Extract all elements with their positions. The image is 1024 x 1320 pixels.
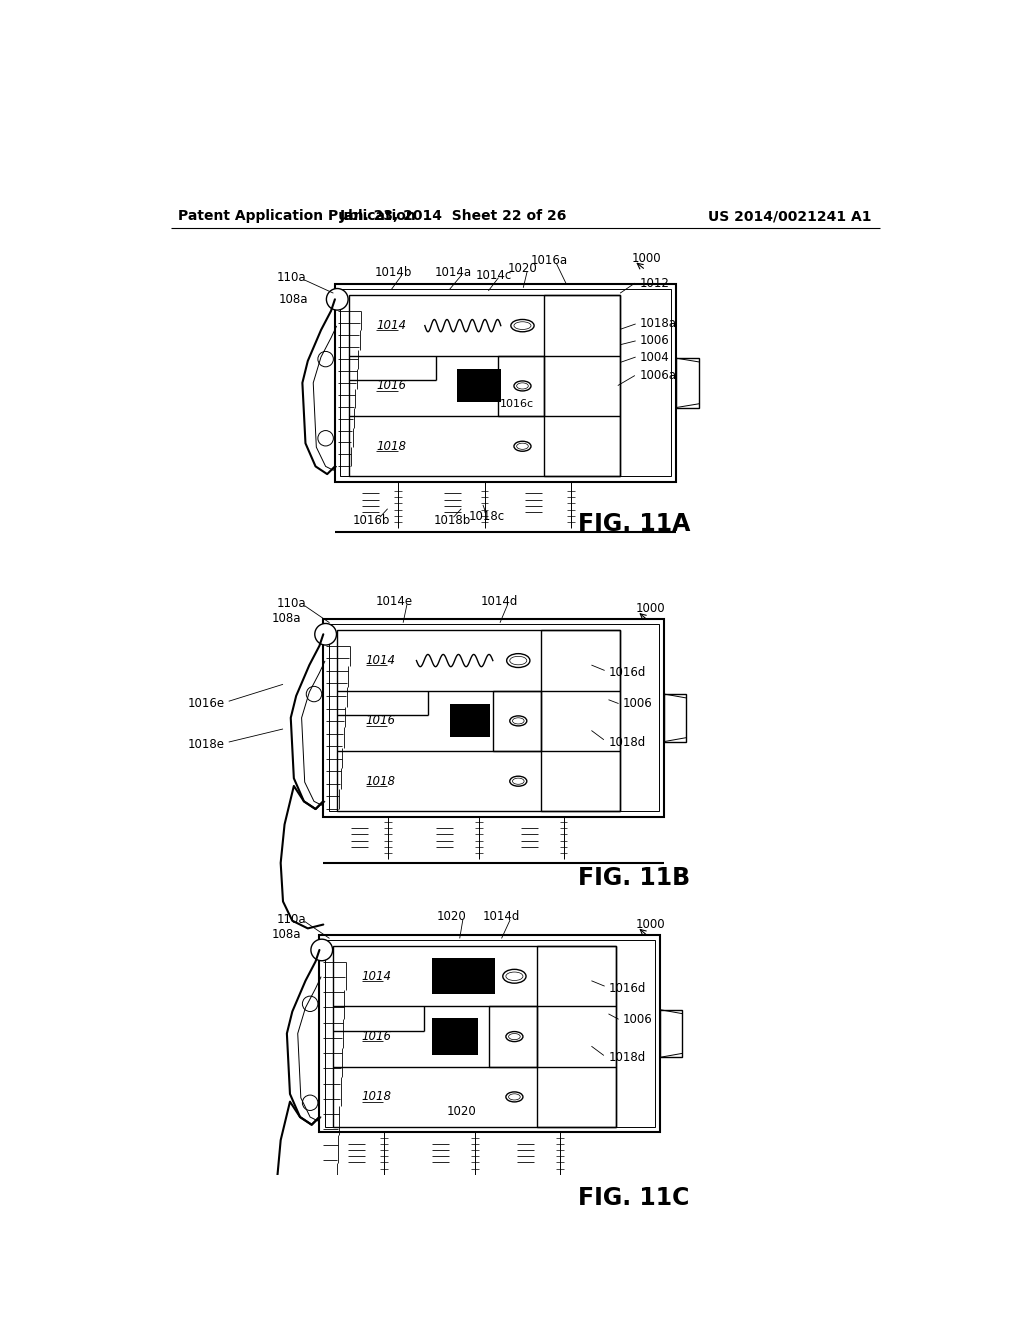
Bar [544,296,621,477]
Text: 1018b: 1018b [434,513,471,527]
Text: 1004: 1004 [640,351,670,363]
Text: 1014b: 1014b [375,265,412,279]
Text: 108a: 108a [280,293,308,306]
Ellipse shape [511,319,535,331]
Bar [324,619,665,817]
Text: 1016: 1016 [376,379,406,392]
Ellipse shape [512,718,524,723]
Text: 110a: 110a [276,597,306,610]
Text: 1020: 1020 [508,261,538,275]
Text: 1016c: 1016c [500,399,534,409]
Bar [541,631,621,812]
Ellipse shape [512,777,524,784]
Text: 1006: 1006 [623,697,652,710]
Text: 1016e: 1016e [187,697,225,710]
Ellipse shape [517,383,528,389]
Ellipse shape [514,322,531,330]
Text: FIG. 11C: FIG. 11C [578,1185,689,1210]
Bar [537,946,616,1127]
Bar [325,940,655,1127]
Text: 1020: 1020 [436,911,466,924]
Ellipse shape [510,776,526,787]
Circle shape [314,623,337,645]
Ellipse shape [514,441,531,451]
Text: 1000: 1000 [632,252,662,265]
Text: 1016b: 1016b [352,513,390,527]
Text: 1018a: 1018a [640,317,677,330]
Ellipse shape [514,381,531,391]
Text: 1012: 1012 [640,277,670,289]
Text: 1018: 1018 [366,775,395,788]
Bar [498,356,544,416]
Bar [458,370,501,403]
Bar [660,1010,682,1057]
Text: 1014c: 1014c [475,269,511,282]
Text: 1006a: 1006a [640,370,677,381]
Bar [335,284,676,482]
Text: 1018c: 1018c [469,510,505,523]
Bar [340,289,671,477]
Text: Patent Application Publication: Patent Application Publication [178,209,416,223]
Bar [334,946,616,1127]
Text: 1014: 1014 [361,970,391,983]
Bar [432,958,495,994]
Text: 1016: 1016 [366,714,395,727]
Text: 110a: 110a [276,912,306,925]
Text: 108a: 108a [271,612,301,626]
Ellipse shape [506,972,523,981]
Text: 1016: 1016 [361,1030,391,1043]
Text: 1014: 1014 [366,655,395,667]
Bar [337,631,621,812]
Text: FIG. 11A: FIG. 11A [578,512,690,536]
Bar [329,624,658,812]
Ellipse shape [503,969,526,983]
Bar [665,694,686,742]
Circle shape [302,1096,317,1110]
Text: 1018e: 1018e [187,738,225,751]
Bar [493,690,541,751]
Circle shape [317,351,334,367]
Text: 1016a: 1016a [531,255,568,268]
Bar [451,704,490,737]
Text: 1016d: 1016d [608,667,646,680]
Ellipse shape [509,1094,520,1100]
Text: 1020: 1020 [446,1105,476,1118]
Circle shape [306,686,322,702]
Ellipse shape [517,444,528,449]
Bar [432,1019,477,1055]
Text: Jan. 23, 2014  Sheet 22 of 26: Jan. 23, 2014 Sheet 22 of 26 [340,209,567,223]
Ellipse shape [510,656,526,665]
Text: 1000: 1000 [636,602,666,615]
Ellipse shape [509,1034,520,1040]
Bar [488,1006,537,1067]
Circle shape [317,430,334,446]
Text: 1018: 1018 [361,1090,391,1104]
Text: 1016d: 1016d [608,982,646,995]
Ellipse shape [506,1092,523,1102]
Ellipse shape [507,653,529,668]
Text: 1018: 1018 [376,440,406,453]
Text: 1014a: 1014a [435,265,472,279]
Text: 1014e: 1014e [376,594,413,607]
Text: 1018d: 1018d [608,735,646,748]
Text: 1006: 1006 [640,334,670,347]
Text: 110a: 110a [276,271,306,284]
Bar [349,296,621,477]
Text: 1014d: 1014d [483,911,520,924]
Text: 1018d: 1018d [608,1051,646,1064]
Text: 1014d: 1014d [480,594,518,607]
Bar [319,935,660,1133]
Text: 1014: 1014 [376,319,406,333]
Ellipse shape [510,715,526,726]
Circle shape [302,997,317,1011]
Bar [676,358,699,408]
Text: 1000: 1000 [636,917,666,931]
Text: US 2014/0021241 A1: US 2014/0021241 A1 [709,209,872,223]
Ellipse shape [506,1032,523,1041]
Text: 108a: 108a [271,928,301,941]
Circle shape [327,289,348,310]
Text: FIG. 11B: FIG. 11B [578,866,689,891]
Text: 1006: 1006 [623,1012,652,1026]
Circle shape [311,940,333,961]
